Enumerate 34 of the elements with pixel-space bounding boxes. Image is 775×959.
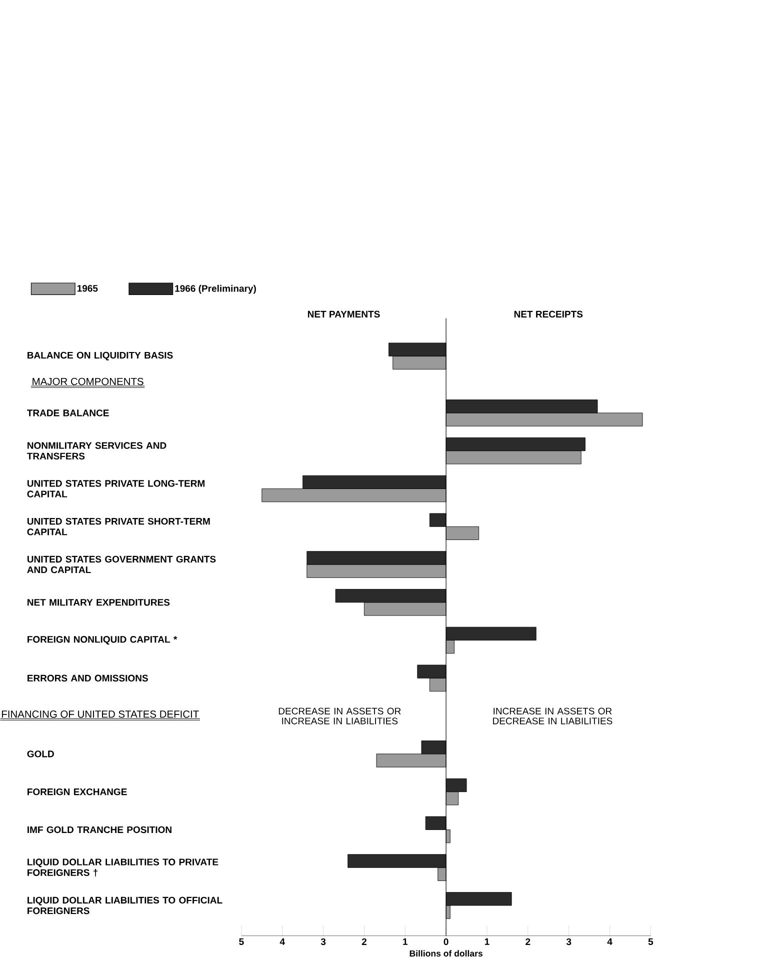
text: NET RECEIPTS (514, 310, 582, 318)
x-tick-label: 3 (566, 938, 572, 946)
y-tick-label: NONMILITARY SERVICES AND TRANSFERS (26, 442, 166, 460)
x-tick-label: 1 (484, 938, 490, 945)
text: FINANCING OF UNITED STATES DEFICIT (2, 710, 199, 718)
y-tick-label: IMF GOLD TRANCHE POSITION (27, 826, 172, 834)
x-tick-label: 2 (362, 938, 366, 946)
x-tick-label: 5 (648, 938, 653, 945)
text: MAJOR COMPONENTS (32, 378, 144, 386)
x-tick-label: 0 (444, 938, 448, 946)
x-tick-label: 4 (280, 938, 285, 945)
y-tick-label: UNITED STATES GOVERNMENT GRANTS AND CAPITAL (27, 556, 216, 574)
legend-label: 1965 (77, 284, 98, 292)
y-tick-label: LIQUID DOLLAR LIABILITIES TO PRIVATE FOREIGNERS † (27, 858, 218, 877)
y-tick-label: UNITED STATES PRIVATE SHORT-TERM CAPITAL (27, 518, 210, 536)
x-tick-label: 5 (238, 938, 244, 945)
y-tick-label: FOREIGN EXCHANGE (27, 788, 127, 796)
y-tick-label: UNITED STATES PRIVATE LONG-TERM CAPITAL (27, 480, 204, 498)
x-tick-label: 3 (320, 938, 326, 946)
y-tick-label: LIQUID DOLLAR LIABILITIES TO OFFICIAL FOREIGNERS (27, 896, 222, 914)
y-tick-label: BALANCE ON LIQUIDITY BASIS (27, 352, 173, 360)
y-tick-label: FOREIGN NONLIQUID CAPITAL * (27, 636, 178, 645)
legend-label: 1966 (Preliminary) (175, 284, 256, 294)
y-tick-label: NET MILITARY EXPENDITURES (27, 599, 170, 606)
text: NET PAYMENTS (308, 310, 380, 318)
annotation: INCREASE IN ASSETS OR DECREASE IN LIABILITIES (492, 708, 612, 724)
annotation: DECREASE IN ASSETS OR INCREASE IN LIABILITIES (278, 708, 401, 724)
x-tick-label: 4 (607, 938, 612, 945)
x-axis-title: Billions of dollars (410, 950, 482, 957)
x-tick-label: 2 (526, 938, 530, 946)
x-tick-label: 1 (402, 938, 408, 945)
y-tick-label: TRADE BALANCE (26, 410, 109, 416)
y-tick-label: GOLD (27, 750, 54, 758)
y-tick-label: ERRORS AND OMISSIONS (27, 674, 148, 682)
